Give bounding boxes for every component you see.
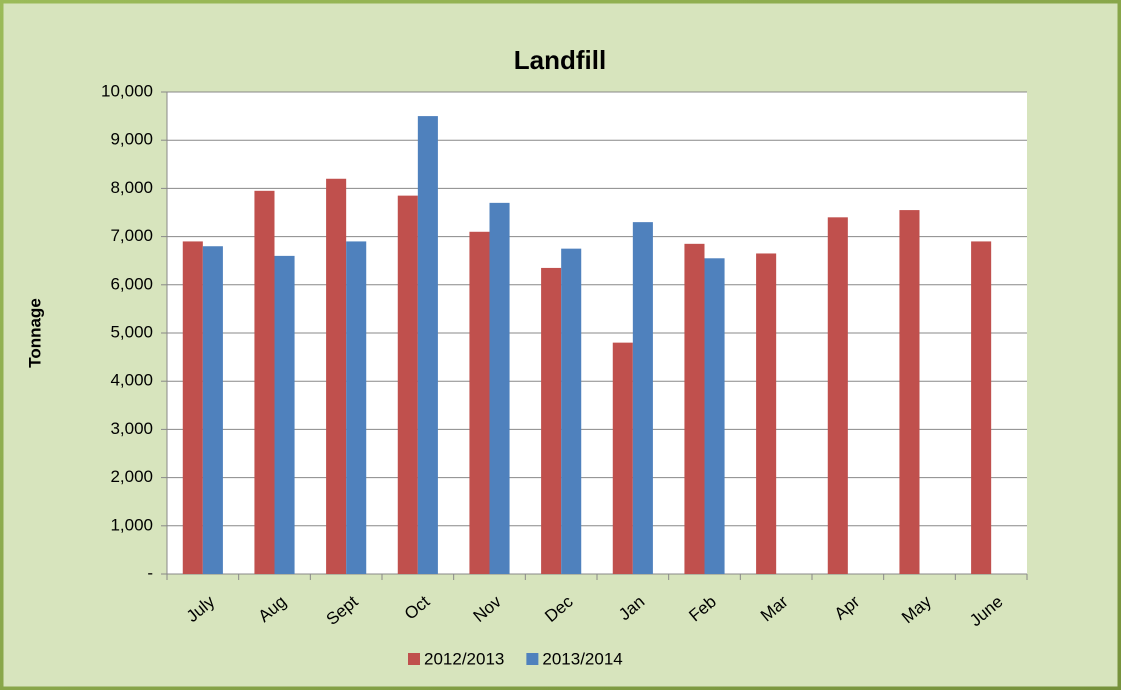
legend-swatch [526,653,539,665]
bar [202,246,223,575]
y-tick-label: 8,000 [110,178,153,197]
y-tick-label: - [147,563,153,582]
bar [417,116,438,574]
bar [274,255,295,574]
bar [254,190,275,574]
y-tick-label: 6,000 [110,274,153,293]
bar [182,241,203,575]
bar [684,243,705,574]
y-tick-label: 9,000 [110,130,153,149]
bar [971,241,992,575]
bar [346,241,367,575]
legend-swatch [408,653,420,665]
y-tick-label: 5,000 [110,322,153,341]
y-tick-label: 7,000 [110,226,153,245]
bar [632,222,653,574]
y-tick-label: 2,000 [110,467,153,486]
bar [397,195,418,574]
chart-title: Landfill [514,45,606,75]
y-tick-label: 1,000 [110,515,153,534]
bar [541,267,562,574]
bar [704,258,725,574]
bar [561,248,582,574]
legend-label: 2013/2014 [542,649,622,668]
legend-label: 2012/2013 [424,649,504,668]
y-tick-label: 10,000 [101,81,153,100]
y-axis-label: Tonnage [25,298,44,368]
bar [756,253,777,574]
y-tick-label: 3,000 [110,419,153,438]
y-tick-label: 4,000 [110,371,153,390]
bar [899,210,920,574]
bar [612,342,633,574]
bar [326,178,347,574]
bar [827,217,848,574]
bar [489,202,510,575]
bar [469,231,490,574]
